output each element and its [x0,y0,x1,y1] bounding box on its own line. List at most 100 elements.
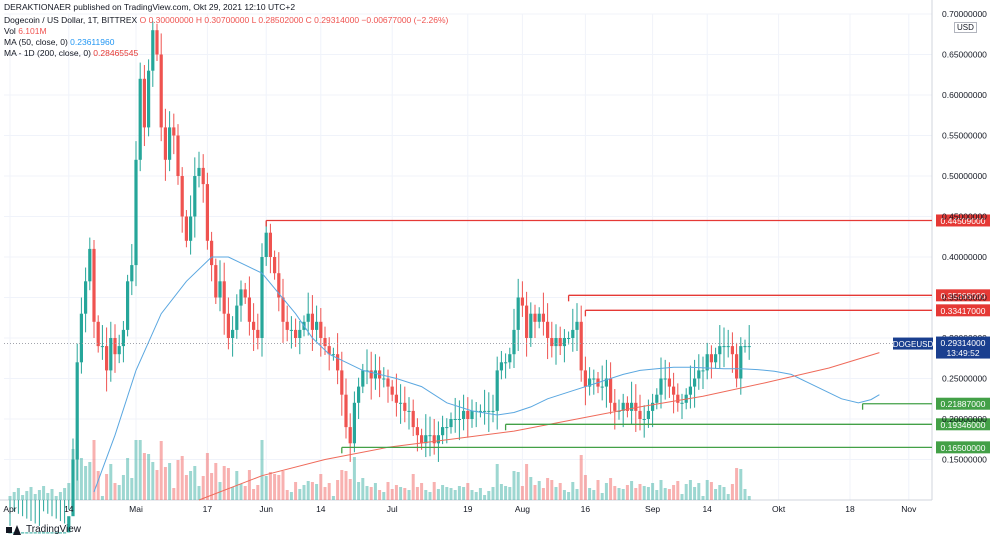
y-tick-label: 0.25000000 [942,374,987,384]
candle-body [449,419,453,428]
candle-body [533,313,537,322]
volume-bar [289,492,293,500]
candle-body [88,248,92,282]
volume-bar [520,486,524,500]
volume-bar [260,440,264,500]
candle-body [172,127,176,136]
volume-bar [193,466,197,500]
volume-bar [743,489,747,500]
candle-body [126,281,130,330]
volume-bar [294,482,298,500]
volume-bar [285,490,289,500]
volume-bar [705,480,709,500]
candle-body [50,532,54,534]
candle-body [462,410,466,419]
candle-body [512,329,516,355]
candle-body [709,354,713,363]
volume-bar [96,471,100,500]
y-tick-label: 0.70000000 [942,9,987,19]
candle-body [621,402,625,411]
y-tick-label: 0.45000000 [942,212,987,222]
volume-bar [735,468,739,500]
volume-bar [298,489,302,500]
candle-body [415,427,419,436]
volume-bar [142,453,146,500]
candle-body [268,232,272,257]
candle-body [71,459,75,517]
y-tick-label: 0.20000000 [942,414,987,424]
volume-bar [630,481,634,500]
volume-bar [42,486,46,500]
candle-body [218,281,222,298]
volume-bar [155,470,159,500]
candle-body [394,394,398,403]
candle-body [319,321,323,338]
x-tick-label: 14 [702,504,712,514]
candle-body [747,346,751,348]
volume-bar [747,496,751,500]
x-tick-label: 17 [203,504,213,514]
candle-body [63,532,67,534]
volume-bar [344,471,348,500]
candle-body [466,410,470,419]
volume-bar [651,483,655,500]
volume-legend: Vol 6.101M [4,26,47,36]
candle-body [457,419,461,420]
candle-body [176,135,180,176]
candle-body [189,216,193,241]
candle-body [25,532,29,534]
x-tick-label: Jul [387,504,398,514]
volume-bar [273,474,277,500]
ma50-line [93,256,880,493]
x-tick-label: Apr [3,504,16,514]
volume-bar [264,476,268,500]
candle-body [281,297,285,322]
volume-bar [554,487,558,500]
y-tick-label: 0.55000000 [942,131,987,141]
candle-body [525,305,529,338]
volume-bar [67,483,71,500]
candle-body [193,176,197,217]
volume-bar [25,491,29,500]
x-tick-label: 14 [64,504,74,514]
candles [8,21,751,534]
countdown-label: 13:49:52 [946,348,979,358]
resistance-level-label-bg [936,304,990,317]
volume-bar [369,487,373,500]
volume-bar [516,472,520,500]
volume-bar [562,490,566,500]
volume-bar [441,485,445,500]
symbol-name: Dogecoin / US Dollar, 1T, BITTREX [4,15,138,25]
volume-bar [449,488,453,500]
candle-body [592,378,596,380]
volume-bar [386,482,390,500]
x-axis-ticks: Apr 14 Mai 17 Jun 14 Jul 19 Aug 16 Sep 14 Okt 18 Nov [3,504,917,514]
candle-body [445,427,449,429]
x-tick-label: 19 [463,504,473,514]
volume-bar [222,466,226,500]
candle-body [571,329,575,338]
candle-body [285,321,289,330]
volume-bar [688,480,692,500]
volume-bar [159,441,163,500]
candle-body [8,532,12,534]
support-level-label-bg [936,397,990,410]
currency-label[interactable]: USD [954,22,977,33]
candle-body [625,402,629,411]
volume-bar [331,496,335,500]
symbol-tag-bg [893,337,933,350]
volume-bar [672,485,676,500]
x-tick-label: Jun [259,504,273,514]
candle-body [516,297,520,330]
candle-body [29,532,33,534]
candle-body [638,410,642,419]
volume-bar [197,486,201,500]
volume-bar [571,482,575,500]
candle-body [58,532,62,534]
candle-body [142,78,146,128]
volume-bar [436,489,440,500]
volume-bar [504,486,508,500]
volume-bar [604,483,608,500]
volume-bar [462,487,466,500]
